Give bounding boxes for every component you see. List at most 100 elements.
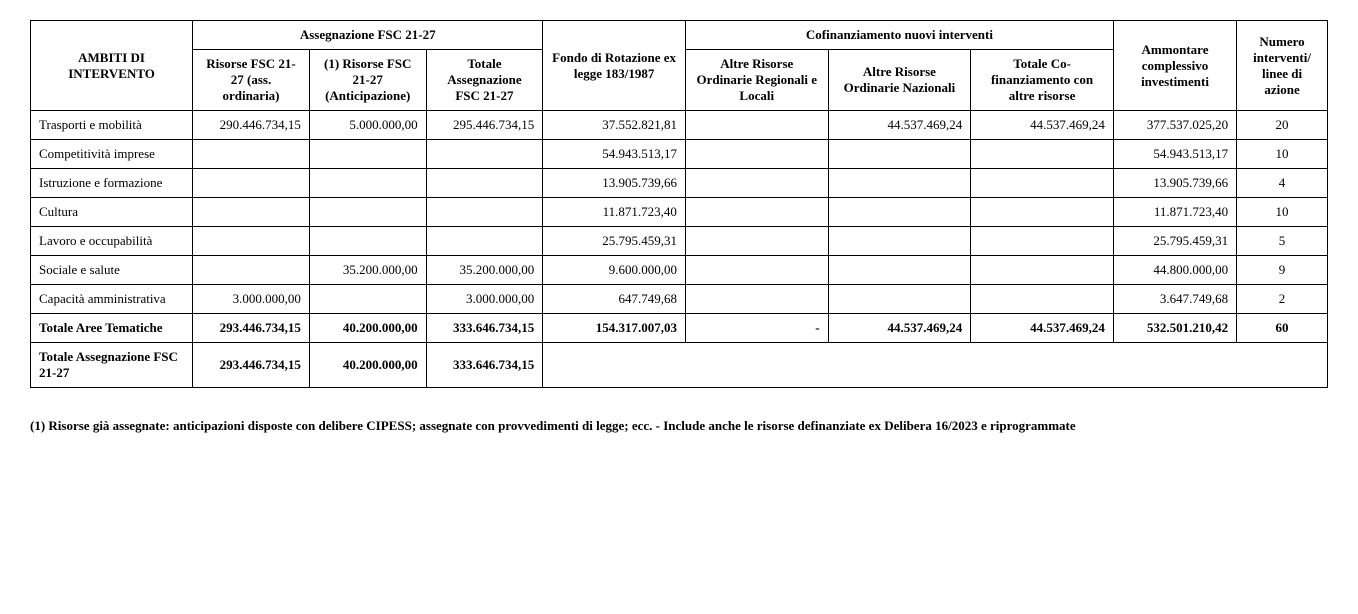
row-label: Sociale e salute bbox=[31, 256, 193, 285]
cell-fondo: 54.943.513,17 bbox=[543, 140, 686, 169]
cell-numero: 10 bbox=[1237, 140, 1328, 169]
cell-risorse-fsc: 3.000.000,00 bbox=[193, 285, 310, 314]
cell-altre-naz bbox=[828, 140, 971, 169]
col-header-risorse-fsc-1: (1) Risorse FSC 21-27 (Anticipazione) bbox=[309, 50, 426, 111]
col-header-assegnazione-group: Assegnazione FSC 21-27 bbox=[193, 21, 543, 50]
cell-fondo: 11.871.723,40 bbox=[543, 198, 686, 227]
total-fsc-row: Totale Assegnazione FSC 21-27293.446.734… bbox=[31, 343, 1328, 388]
cell-fondo: 154.317.007,03 bbox=[543, 314, 686, 343]
cell-altre-naz bbox=[828, 227, 971, 256]
cell-ammontare: 377.537.025,20 bbox=[1113, 111, 1236, 140]
col-header-altre-risorse-reg: Altre Risorse Ordinarie Regionali e Loca… bbox=[685, 50, 828, 111]
cell-totale-assegnazione bbox=[426, 140, 543, 169]
cell-totale-assegnazione: 333.646.734,15 bbox=[426, 343, 543, 388]
cell-risorse-fsc: 293.446.734,15 bbox=[193, 343, 310, 388]
cell-altre-reg bbox=[685, 140, 828, 169]
cell-numero: 60 bbox=[1237, 314, 1328, 343]
cell-altre-reg bbox=[685, 198, 828, 227]
cell-altre-naz: 44.537.469,24 bbox=[828, 111, 971, 140]
cell-numero: 4 bbox=[1237, 169, 1328, 198]
cell-risorse-fsc-1 bbox=[309, 140, 426, 169]
col-header-altre-risorse-naz: Altre Risorse Ordinarie Nazionali bbox=[828, 50, 971, 111]
cell-altre-reg bbox=[685, 111, 828, 140]
cell-totale-cofin bbox=[971, 227, 1114, 256]
cell-risorse-fsc bbox=[193, 140, 310, 169]
cell-altre-naz bbox=[828, 285, 971, 314]
row-label: Totale Assegnazione FSC 21-27 bbox=[31, 343, 193, 388]
cell-numero: 5 bbox=[1237, 227, 1328, 256]
cell-risorse-fsc bbox=[193, 198, 310, 227]
cell-risorse-fsc-1 bbox=[309, 169, 426, 198]
col-header-numero: Numero interventi/ linee di azione bbox=[1237, 21, 1328, 111]
cell-totale-assegnazione bbox=[426, 227, 543, 256]
cell-altre-reg: - bbox=[685, 314, 828, 343]
cell-fondo: 13.905.739,66 bbox=[543, 169, 686, 198]
cell-ammontare: 3.647.749,68 bbox=[1113, 285, 1236, 314]
cell-altre-reg bbox=[685, 285, 828, 314]
cell-totale-assegnazione bbox=[426, 198, 543, 227]
cell-totale-cofin: 44.537.469,24 bbox=[971, 314, 1114, 343]
cell-ammontare: 54.943.513,17 bbox=[1113, 140, 1236, 169]
table-body: Trasporti e mobilità290.446.734,155.000.… bbox=[31, 111, 1328, 388]
table-row: Trasporti e mobilità290.446.734,155.000.… bbox=[31, 111, 1328, 140]
cell-fondo: 37.552.821,81 bbox=[543, 111, 686, 140]
cell-totale-assegnazione: 35.200.000,00 bbox=[426, 256, 543, 285]
col-header-totale-assegnazione: Totale Assegnazione FSC 21-27 bbox=[426, 50, 543, 111]
col-header-totale-cofin: Totale Co-finanziamento con altre risors… bbox=[971, 50, 1114, 111]
table-row: Cultura11.871.723,4011.871.723,4010 bbox=[31, 198, 1328, 227]
col-header-fondo: Fondo di Rotazione ex legge 183/1987 bbox=[543, 21, 686, 111]
row-label: Istruzione e formazione bbox=[31, 169, 193, 198]
cell-ammontare: 11.871.723,40 bbox=[1113, 198, 1236, 227]
table-row: Sociale e salute35.200.000,0035.200.000,… bbox=[31, 256, 1328, 285]
cell-risorse-fsc-1 bbox=[309, 198, 426, 227]
cell-altre-naz bbox=[828, 198, 971, 227]
cell-totale-cofin bbox=[971, 140, 1114, 169]
row-label: Capacità amministrativa bbox=[31, 285, 193, 314]
cell-numero: 10 bbox=[1237, 198, 1328, 227]
cell-risorse-fsc: 293.446.734,15 bbox=[193, 314, 310, 343]
table-row: Capacità amministrativa3.000.000,003.000… bbox=[31, 285, 1328, 314]
row-label: Cultura bbox=[31, 198, 193, 227]
col-header-ambiti: AMBITI DI INTERVENTO bbox=[31, 21, 193, 111]
table-row: Competitività imprese 54.943.513,17 54.943… bbox=[31, 140, 1328, 169]
cell-ammontare: 44.800.000,00 bbox=[1113, 256, 1236, 285]
table-row: Lavoro e occupabilità25.795.459,3125.795… bbox=[31, 227, 1328, 256]
cell-risorse-fsc-1: 5.000.000,00 bbox=[309, 111, 426, 140]
cell-fondo: 25.795.459,31 bbox=[543, 227, 686, 256]
cell-totale-assegnazione: 3.000.000,00 bbox=[426, 285, 543, 314]
cell-numero: 9 bbox=[1237, 256, 1328, 285]
row-label: Trasporti e mobilità bbox=[31, 111, 193, 140]
total-aree-row: Totale Aree Tematiche293.446.734,1540.20… bbox=[31, 314, 1328, 343]
cell-totale-cofin bbox=[971, 285, 1114, 314]
cell-risorse-fsc bbox=[193, 256, 310, 285]
cell-totale-assegnazione: 295.446.734,15 bbox=[426, 111, 543, 140]
cell-risorse-fsc-1: 40.200.000,00 bbox=[309, 314, 426, 343]
cell-altre-naz bbox=[828, 256, 971, 285]
empty-merged-cell bbox=[543, 343, 1328, 388]
cell-totale-cofin bbox=[971, 198, 1114, 227]
cell-fondo: 647.749,68 bbox=[543, 285, 686, 314]
row-label: Lavoro e occupabilità bbox=[31, 227, 193, 256]
cell-numero: 2 bbox=[1237, 285, 1328, 314]
cell-risorse-fsc-1 bbox=[309, 227, 426, 256]
row-label: Competitività imprese bbox=[31, 140, 193, 169]
cell-ammontare: 13.905.739,66 bbox=[1113, 169, 1236, 198]
cell-altre-naz bbox=[828, 169, 971, 198]
cell-risorse-fsc-1: 40.200.000,00 bbox=[309, 343, 426, 388]
table-row: Istruzione e formazione 13.905.739,66 13.9… bbox=[31, 169, 1328, 198]
cell-risorse-fsc bbox=[193, 227, 310, 256]
cell-ammontare: 532.501.210,42 bbox=[1113, 314, 1236, 343]
cell-totale-cofin bbox=[971, 169, 1114, 198]
cell-altre-reg bbox=[685, 227, 828, 256]
cell-altre-reg bbox=[685, 169, 828, 198]
cell-risorse-fsc: 290.446.734,15 bbox=[193, 111, 310, 140]
col-header-ammontare: Ammontare complessivo investimenti bbox=[1113, 21, 1236, 111]
cell-totale-cofin bbox=[971, 256, 1114, 285]
cell-altre-reg bbox=[685, 256, 828, 285]
cell-fondo: 9.600.000,00 bbox=[543, 256, 686, 285]
col-header-risorse-fsc: Risorse FSC 21-27 (ass. ordinaria) bbox=[193, 50, 310, 111]
cell-numero: 20 bbox=[1237, 111, 1328, 140]
cell-totale-cofin: 44.537.469,24 bbox=[971, 111, 1114, 140]
col-header-cofin-group: Cofinanziamento nuovi interventi bbox=[685, 21, 1113, 50]
financial-table: AMBITI DI INTERVENTO Assegnazione FSC 21… bbox=[30, 20, 1328, 388]
